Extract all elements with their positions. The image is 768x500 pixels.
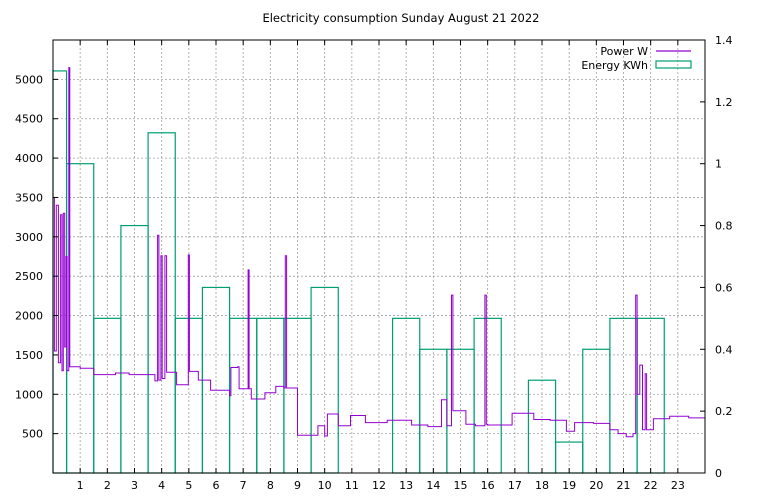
- y-tick-label: 3000: [15, 231, 43, 244]
- x-tick-label: 3: [131, 479, 138, 492]
- power-line: [53, 67, 705, 438]
- y2-tick-label: 1.4: [715, 34, 733, 47]
- chart-title: Electricity consumption Sunday August 21…: [262, 11, 539, 25]
- x-tick-label: 20: [589, 479, 603, 492]
- x-tick-label: 10: [318, 479, 332, 492]
- x-tick-label: 23: [671, 479, 685, 492]
- x-tick-label: 11: [345, 479, 359, 492]
- x-tick-label: 6: [213, 479, 220, 492]
- axis-ticks: 1 2 3 4 5 6 7 8 9 10 11 12 13 14 15 16 17 18 19 20 21 22 23500…: [15, 34, 733, 492]
- legend-energy-swatch: [655, 60, 692, 69]
- y-tick-label: 1500: [15, 349, 43, 362]
- x-tick-label: 9: [294, 479, 301, 492]
- x-tick-label: 15: [454, 479, 468, 492]
- grid-lines: [53, 40, 705, 473]
- y2-tick-label: 0: [715, 467, 722, 480]
- x-tick-label: 21: [617, 479, 631, 492]
- y-tick-label: 2500: [15, 270, 43, 283]
- x-tick-label: 8: [267, 479, 274, 492]
- y2-tick-label: 0.2: [715, 405, 733, 418]
- y-tick-label: 4000: [15, 152, 43, 165]
- energy-series: [52, 70, 665, 474]
- energy-bar: [582, 348, 611, 474]
- x-tick-label: 18: [535, 479, 549, 492]
- x-tick-label: 14: [426, 479, 440, 492]
- legend-power-label: Power W: [600, 45, 648, 58]
- energy-bar: [419, 348, 448, 474]
- x-tick-label: 1: [77, 479, 84, 492]
- y2-tick-label: 1: [715, 158, 722, 171]
- y-tick-label: 2000: [15, 310, 43, 323]
- legend: Power W Energy KWh: [581, 45, 692, 72]
- energy-bar: [65, 163, 95, 474]
- x-tick-label: 22: [644, 479, 658, 492]
- x-tick-label: 19: [562, 479, 576, 492]
- legend-energy-label: Energy KWh: [581, 59, 648, 72]
- y-tick-label: 1000: [15, 388, 43, 401]
- power-series: [53, 67, 705, 438]
- y2-tick-label: 0.8: [715, 220, 733, 233]
- y2-tick-label: 1.2: [715, 96, 733, 109]
- y-tick-label: 3500: [15, 191, 43, 204]
- x-tick-label: 7: [240, 479, 247, 492]
- x-tick-label: 16: [481, 479, 495, 492]
- y2-tick-label: 0.6: [715, 281, 733, 294]
- y2-tick-label: 0.4: [715, 343, 733, 356]
- x-tick-label: 17: [508, 479, 522, 492]
- y-tick-label: 4500: [15, 113, 43, 126]
- x-tick-label: 4: [158, 479, 165, 492]
- y-tick-label: 5000: [15, 73, 43, 86]
- x-tick-label: 5: [185, 479, 192, 492]
- x-tick-label: 2: [104, 479, 111, 492]
- x-tick-label: 12: [372, 479, 386, 492]
- y-tick-label: 500: [22, 428, 43, 441]
- x-tick-label: 13: [399, 479, 413, 492]
